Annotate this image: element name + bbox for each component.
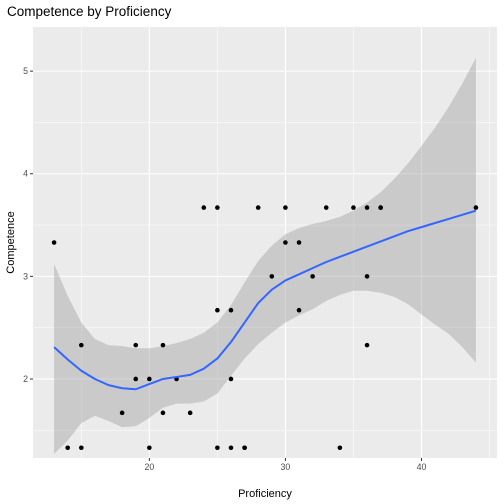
data-point: [79, 342, 84, 348]
grid-minor: [33, 27, 497, 458]
data-point: [187, 410, 193, 416]
data-point: [160, 342, 166, 348]
data-points: [51, 205, 479, 451]
data-point: [364, 342, 370, 348]
data-point: [283, 240, 288, 245]
data-point: [255, 205, 261, 210]
data-point: [133, 342, 139, 348]
x-tick-label: 30: [281, 462, 291, 472]
y-axis-ticks: 2 3 4 5: [23, 66, 33, 384]
data-point: [215, 307, 220, 313]
y-tick-label: 5: [23, 66, 28, 76]
data-point: [364, 205, 370, 210]
y-axis-title: Competence: [5, 211, 17, 273]
data-point: [473, 205, 479, 210]
data-point: [228, 376, 234, 382]
data-point: [283, 205, 288, 210]
data-point: [337, 445, 343, 451]
data-point: [296, 307, 302, 313]
chart-title: Competence by Proficiency: [7, 4, 172, 19]
data-point: [147, 376, 152, 382]
data-point: [119, 410, 125, 416]
y-tick-label: 2: [23, 374, 28, 384]
data-point: [160, 410, 166, 416]
x-axis-title: Proficiency: [238, 488, 292, 500]
data-point: [133, 376, 139, 382]
data-point: [364, 274, 370, 279]
data-point: [228, 307, 234, 313]
data-point: [296, 240, 302, 245]
smooth-line: [53, 209, 477, 391]
y-tick-label: 3: [23, 271, 28, 281]
data-point: [351, 205, 356, 210]
data-point: [65, 445, 70, 451]
data-point: [323, 205, 329, 210]
x-tick-label: 40: [417, 462, 427, 472]
data-point: [378, 205, 383, 210]
data-point: [269, 274, 275, 279]
data-point: [147, 445, 152, 451]
data-point: [79, 445, 84, 451]
data-point: [215, 445, 220, 451]
data-point: [242, 445, 247, 451]
data-point: [51, 240, 57, 245]
data-point: [228, 445, 234, 451]
data-point: [201, 205, 207, 210]
x-tick-label: 20: [144, 462, 154, 472]
confidence-ribbon: [54, 57, 476, 454]
data-point: [310, 274, 315, 279]
data-point: [215, 205, 220, 210]
y-tick-label: 4: [23, 169, 28, 179]
x-axis-ticks: 20 30 40: [144, 458, 426, 472]
